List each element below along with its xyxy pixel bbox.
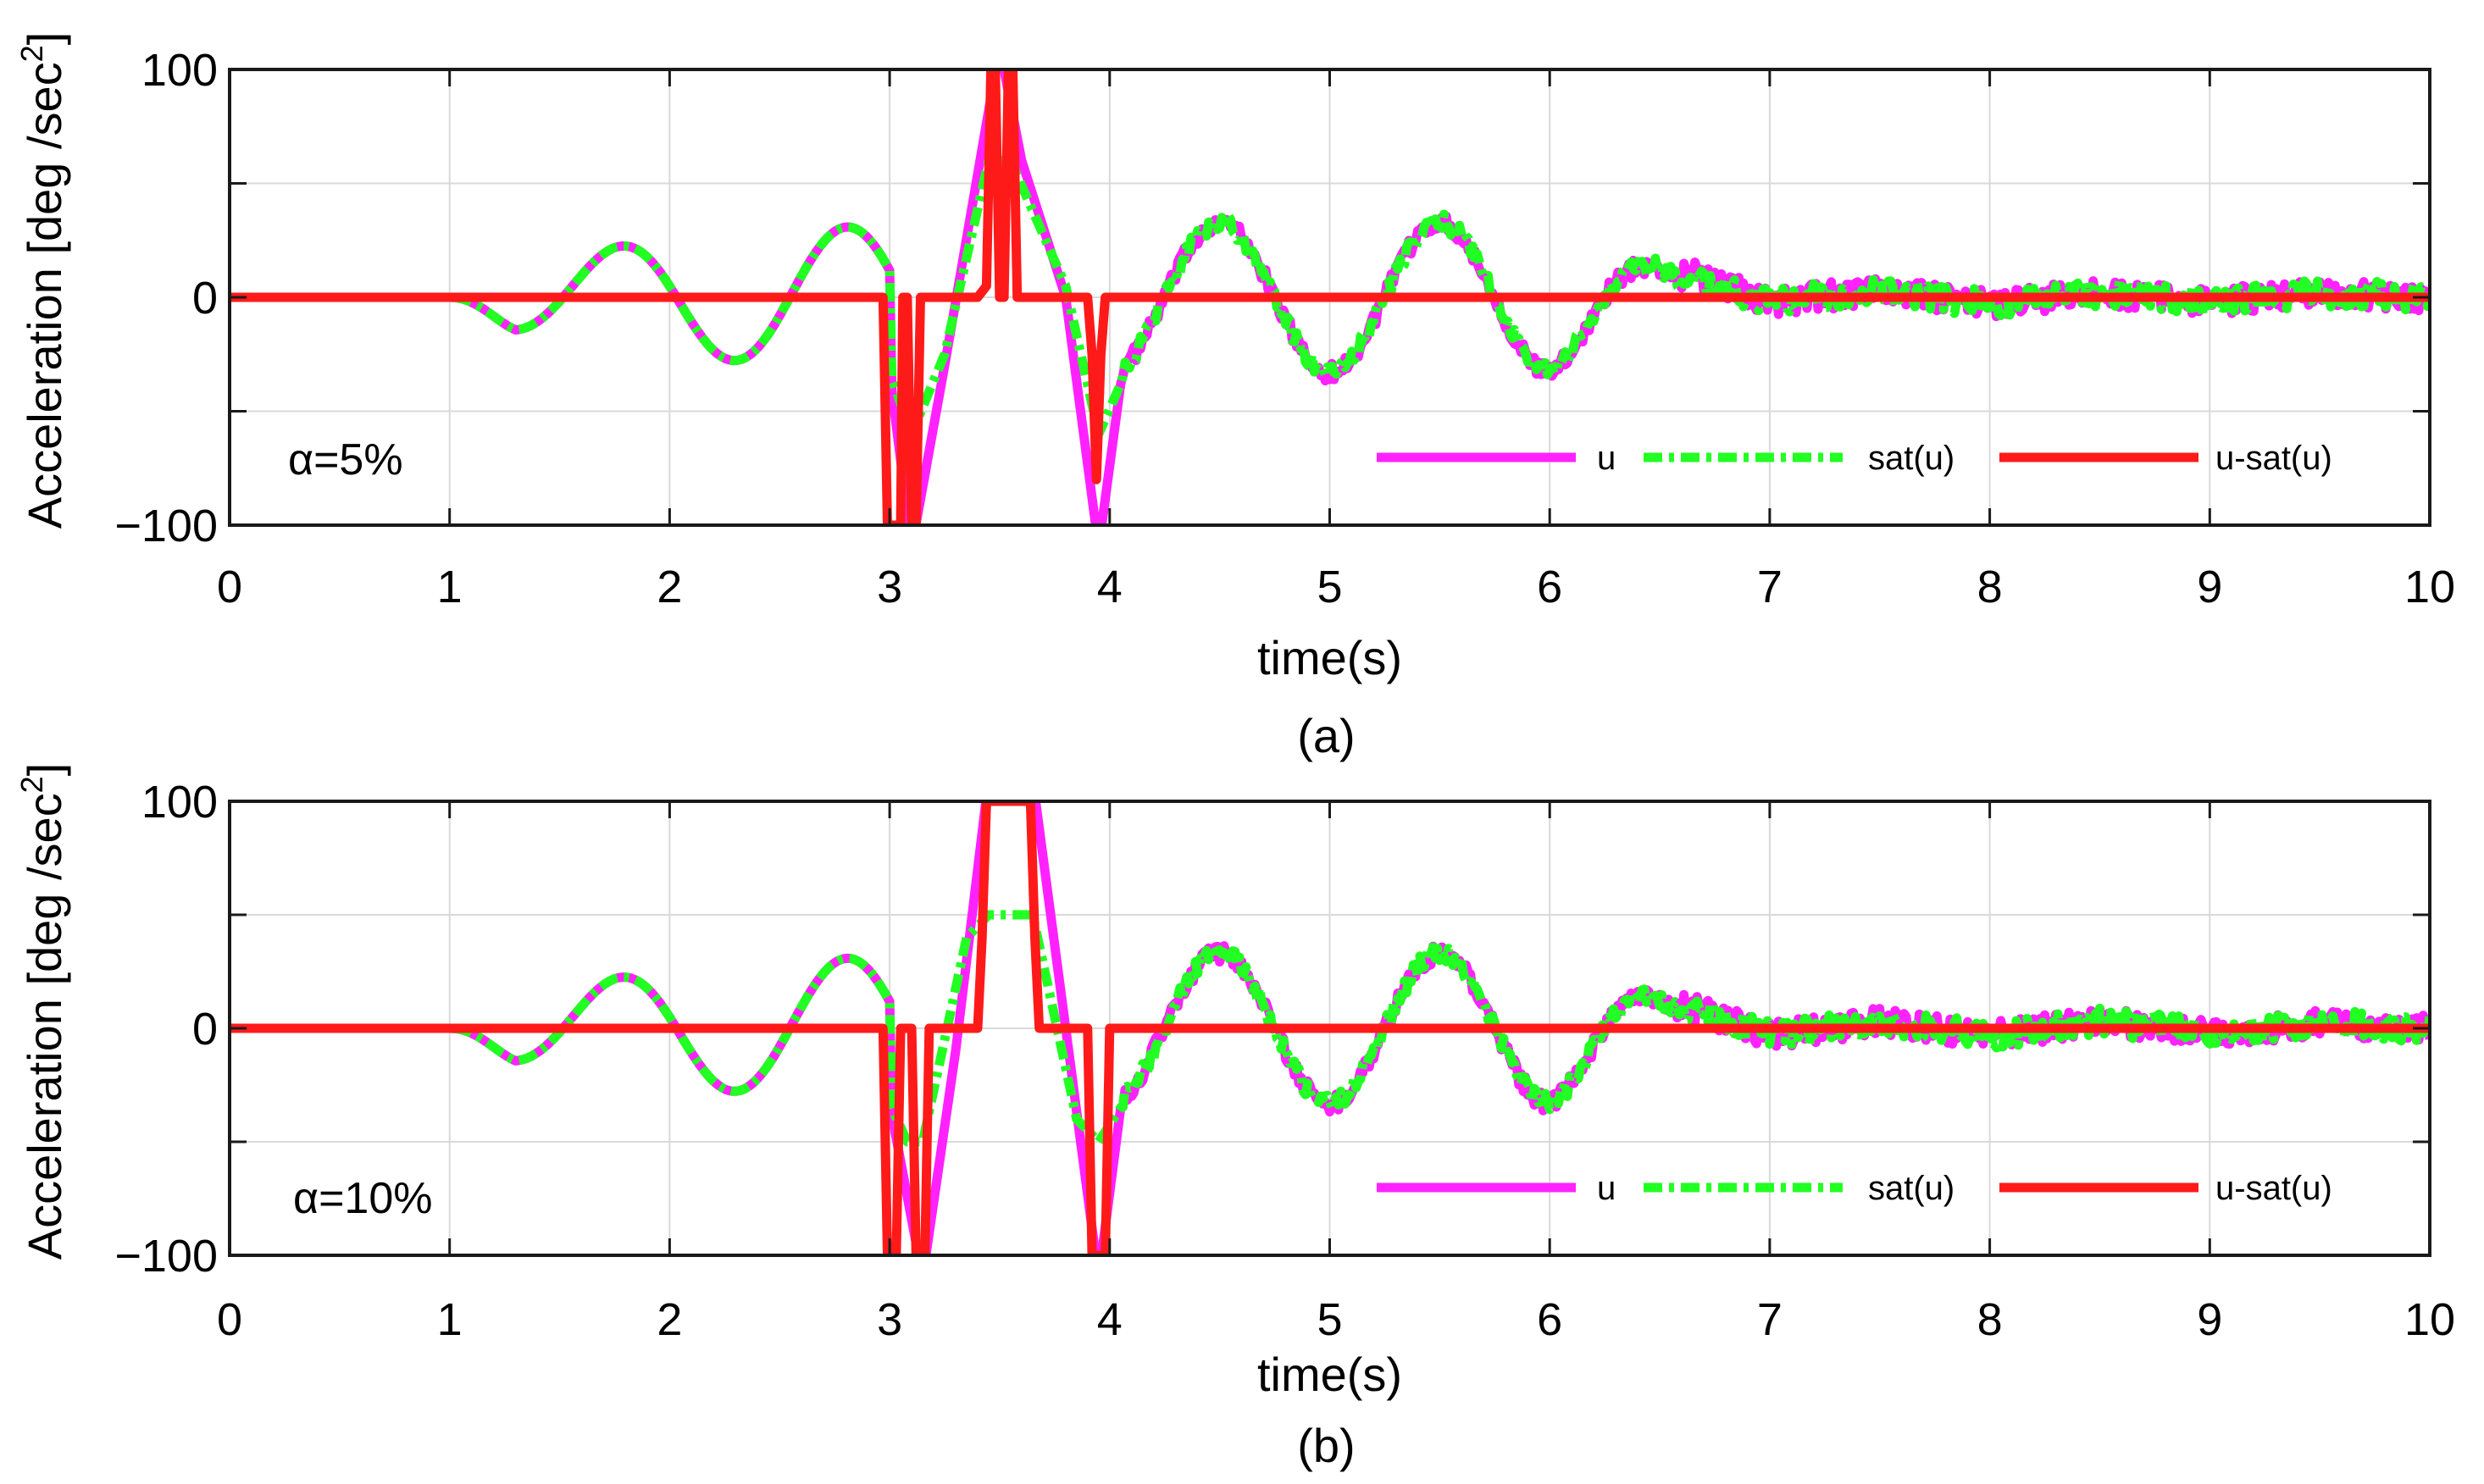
x-tick-label: 1 <box>437 1294 463 1345</box>
legend: u sat(u) u-sat(u) <box>1377 1170 2332 1207</box>
y-tick-label: 0 <box>192 273 218 324</box>
x-tick-label: 5 <box>1317 562 1342 612</box>
x-tick-label: 2 <box>657 562 682 612</box>
x-axis-label: time(s) <box>1257 631 1402 684</box>
series-group <box>230 69 2430 525</box>
y-tick-label: 100 <box>141 45 218 96</box>
legend-label: u-sat(u) <box>2215 440 2332 477</box>
panel-b: 0 1 2 3 4 5 6 7 8 9 10 100 0 −100 time(s) Acceleration … <box>14 763 2455 1472</box>
y-tick-label: −100 <box>114 501 218 551</box>
legend-label: sat(u) <box>1868 440 1954 477</box>
y-axis-label: Acceleration [deg /sec2] <box>14 32 71 529</box>
x-tick-label: 8 <box>1977 562 2003 612</box>
x-tick-label: 6 <box>1537 1294 1562 1345</box>
x-tick-label: 0 <box>217 562 242 612</box>
y-axis-label-text: Acceleration [deg /sec <box>18 793 71 1260</box>
series-group <box>230 801 2430 1255</box>
y-axis-label-text: Acceleration [deg /sec <box>18 62 71 529</box>
x-tick-label: 10 <box>2404 562 2455 612</box>
x-tick-label: 7 <box>1757 562 1783 612</box>
x-axis-label: time(s) <box>1257 1348 1402 1401</box>
x-tick-label: 5 <box>1317 1294 1342 1345</box>
y-axis-label: Acceleration [deg /sec2] <box>14 763 71 1260</box>
panel-a: 0 1 2 3 4 5 6 7 8 9 10 100 0 −100 time(s) Acceleration … <box>14 32 2455 762</box>
y-axis-label-superscript: 2 <box>14 45 49 62</box>
y-axis-label-bracket: ] <box>18 32 71 46</box>
legend-label: u <box>1597 440 1616 477</box>
x-tick-label: 4 <box>1097 562 1123 612</box>
y-tick-label: 100 <box>141 777 218 828</box>
alpha-annotation: α=5% <box>288 435 403 485</box>
panel-caption: (a) <box>1297 709 1355 762</box>
x-tick-label: 3 <box>877 562 902 612</box>
x-tick-label: 9 <box>2197 1294 2222 1345</box>
x-tick-label: 2 <box>657 1294 682 1345</box>
x-tick-label: 1 <box>437 562 463 612</box>
x-tick-label: 6 <box>1537 562 1562 612</box>
y-tick-label: −100 <box>114 1231 218 1282</box>
series-line-usatu <box>230 801 2430 1255</box>
x-tick-label: 3 <box>877 1294 902 1345</box>
legend: u sat(u) u-sat(u) <box>1377 440 2332 477</box>
panel-caption: (b) <box>1297 1419 1355 1472</box>
x-tick-label: 9 <box>2197 562 2222 612</box>
x-tick-label: 7 <box>1757 1294 1783 1345</box>
y-tick-label: 0 <box>192 1004 218 1055</box>
x-tick-label: 10 <box>2404 1294 2455 1345</box>
x-tick-label: 8 <box>1977 1294 2003 1345</box>
alpha-annotation: α=10% <box>293 1174 433 1223</box>
legend-label: sat(u) <box>1868 1170 1954 1207</box>
x-tick-label: 4 <box>1097 1294 1123 1345</box>
series-line-usatu <box>230 69 2430 525</box>
y-axis-label-superscript: 2 <box>14 776 49 793</box>
legend-label: u <box>1597 1170 1616 1207</box>
y-axis-label-bracket: ] <box>18 763 71 777</box>
series-line-satu <box>230 910 2430 1147</box>
x-tick-label: 0 <box>217 1294 242 1345</box>
legend-label: u-sat(u) <box>2215 1170 2332 1207</box>
